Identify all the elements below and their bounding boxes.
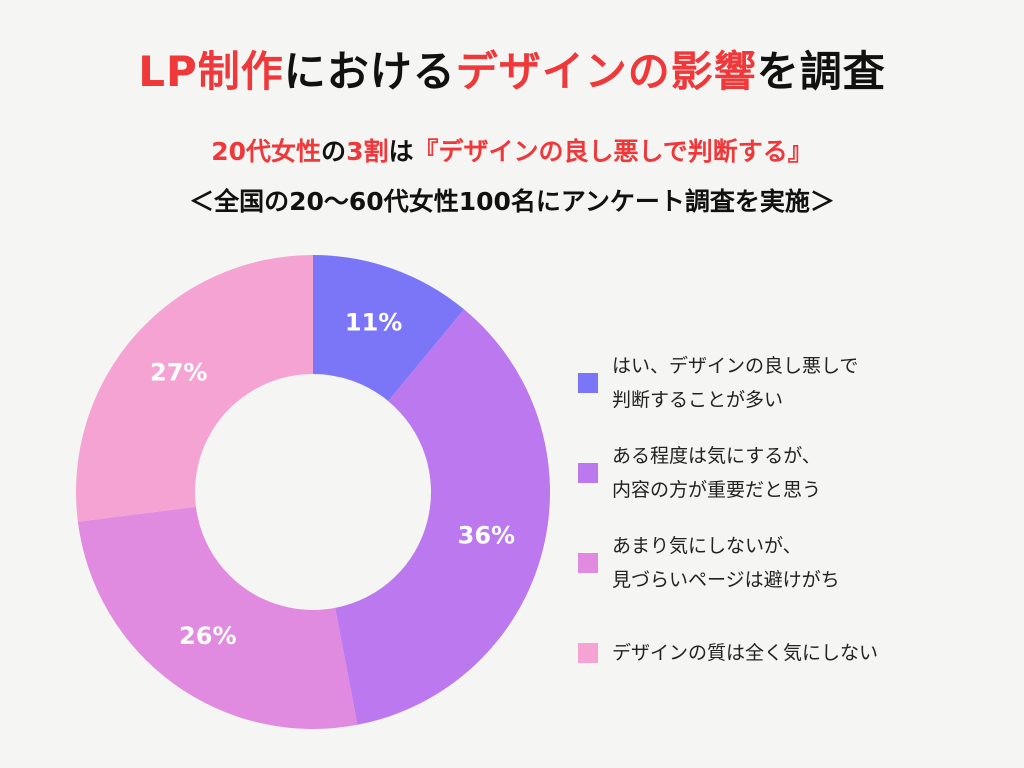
subtitle: 20代女性の3割は『デザインの良し悪しで判断する』	[0, 132, 1024, 168]
legend-item: ある程度は気にするが、 内容の方が重要だと思う	[578, 428, 998, 518]
legend-label: あまり気にしないが、 見づらいページは避けがち	[612, 535, 840, 591]
data-label: 27%	[150, 359, 207, 387]
note: ＜全国の20〜60代女性100名にアンケート調査を実施＞	[189, 187, 835, 216]
title-part: LP制作	[138, 47, 284, 96]
title-part: における	[283, 47, 456, 96]
legend-item: デザインの質は全く気にしない	[578, 608, 998, 698]
title-part: デザインの影響	[455, 47, 757, 96]
title-part: を調査	[756, 47, 886, 96]
data-label: 11%	[345, 309, 402, 337]
legend-label: はい、デザインの良し悪しで 判断することが多い	[612, 355, 859, 411]
subtitle-part: 20代女性	[211, 137, 322, 166]
subtitle-part: の	[321, 137, 347, 166]
legend-label: ある程度は気にするが、 内容の方が重要だと思う	[612, 445, 822, 501]
donut-slice	[77, 506, 358, 729]
legend-swatch	[578, 643, 598, 663]
legend-swatch	[578, 463, 598, 483]
chart-title: LP制作におけるデザインの影響を調査	[0, 38, 1024, 99]
donut-slice	[313, 255, 465, 402]
legend-label: デザインの質は全く気にしない	[612, 642, 879, 664]
donut-slice	[335, 309, 550, 725]
legend-item: あまり気にしないが、 見づらいページは避けがち	[578, 518, 998, 608]
legend: はい、デザインの良し悪しで 判断することが多い ある程度は気にするが、 内容の方が…	[578, 338, 998, 698]
data-label: 36%	[458, 522, 515, 550]
data-label: 26%	[179, 622, 236, 650]
subtitle-part: 『デザインの良し悪しで判断する』	[413, 137, 813, 166]
legend-item: はい、デザインの良し悪しで 判断することが多い	[578, 338, 998, 428]
legend-swatch	[578, 553, 598, 573]
donut-slice	[75, 254, 313, 522]
subtitle-part: は	[388, 137, 414, 166]
subtitle-part: 3割	[346, 137, 389, 166]
legend-swatch	[578, 373, 598, 393]
